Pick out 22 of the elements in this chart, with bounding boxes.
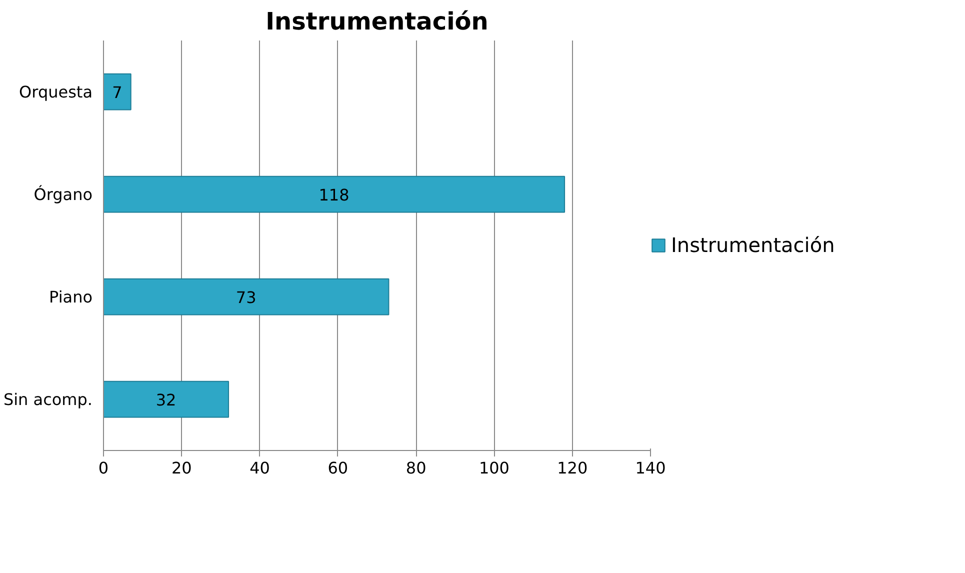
x-tick-label: 120 xyxy=(557,458,588,478)
bar xyxy=(104,278,390,316)
legend-label: Instrumentación xyxy=(671,233,835,257)
x-tick-label: 60 xyxy=(328,458,348,478)
bar xyxy=(104,176,566,213)
y-tick-label: Orquesta xyxy=(19,82,93,102)
chart-title: Instrumentación xyxy=(266,8,488,36)
y-tick-label: Piano xyxy=(49,287,93,306)
x-tick-label: 20 xyxy=(171,458,192,478)
data-label: 73 xyxy=(236,288,256,307)
x-tick-label: 40 xyxy=(250,458,270,478)
data-label: 118 xyxy=(318,185,350,204)
data-label: 32 xyxy=(156,390,176,410)
y-tick-label: Sin acomp. xyxy=(3,390,92,409)
x-tick-label: 80 xyxy=(406,458,426,478)
x-tick-label: 140 xyxy=(635,458,666,478)
x-tick-label: 100 xyxy=(478,458,510,478)
bar xyxy=(104,73,132,110)
y-tick-label: Órgano xyxy=(34,184,92,204)
bar xyxy=(104,380,230,418)
data-label: 7 xyxy=(112,82,122,102)
x-tick-label: 0 xyxy=(98,458,109,478)
